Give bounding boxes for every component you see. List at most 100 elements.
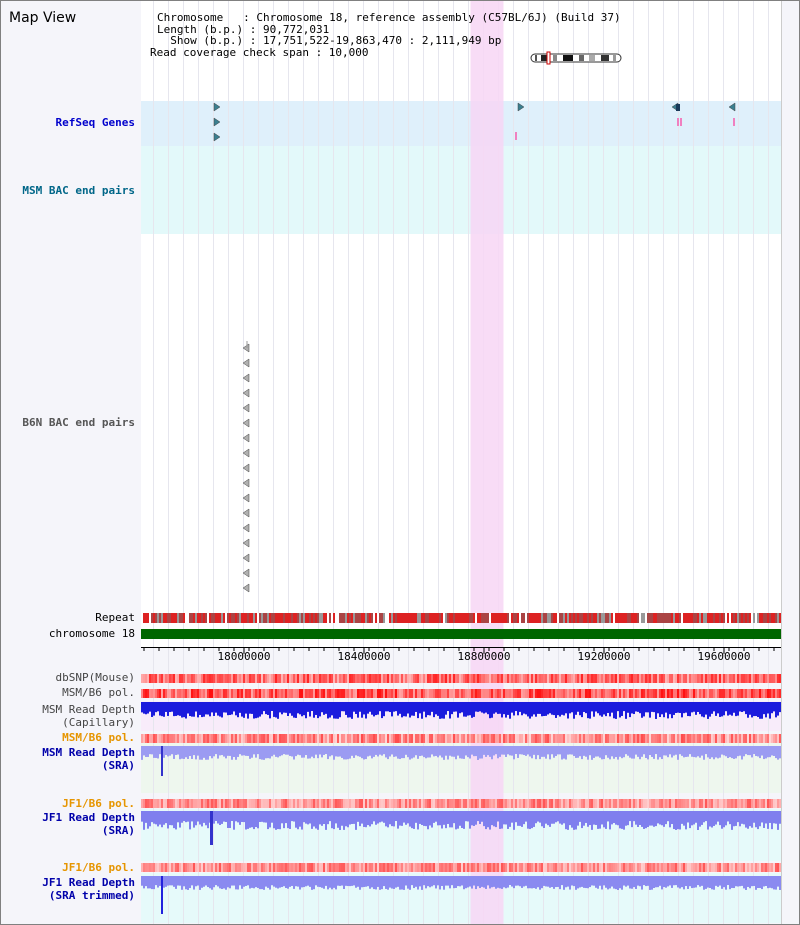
heat-cell [547, 734, 549, 743]
depth-bar [417, 746, 419, 759]
repeat-block [491, 613, 493, 623]
heat-cell [345, 734, 347, 743]
repeat-block [449, 613, 451, 623]
heat-cell [691, 734, 693, 743]
repeat-block [287, 613, 289, 623]
depth-bar [491, 876, 493, 888]
depth-bar [627, 811, 629, 826]
track-label-msm-depth-capillary[interactable]: MSM Read Depth [42, 703, 135, 716]
repeat-block [227, 613, 229, 623]
depth-bar [671, 811, 673, 825]
heat-cell [753, 689, 755, 698]
heat-cell [187, 674, 189, 683]
depth-bar [345, 746, 347, 760]
heat-cell [499, 674, 501, 683]
heat-cell [443, 799, 445, 808]
track-label-msm-b6-pol[interactable]: MSM/B6 pol. [62, 686, 135, 699]
heat-cell [329, 863, 331, 872]
heat-cell [283, 734, 285, 743]
track-label-b6n-bac[interactable]: B6N BAC end pairs [22, 416, 135, 429]
heat-cell [469, 689, 471, 698]
depth-bar [465, 811, 467, 822]
heat-cell [729, 799, 731, 808]
heat-cell [223, 689, 225, 698]
heat-cell [423, 674, 425, 683]
depth-bar [745, 746, 747, 755]
depth-bar [541, 811, 543, 827]
depth-bar [445, 702, 447, 715]
depth-bar [447, 876, 449, 886]
depth-bar [141, 746, 143, 760]
depth-bar [531, 876, 533, 889]
depth-bar [543, 811, 545, 828]
heat-cell [241, 734, 243, 743]
repeat-block [467, 613, 469, 623]
depth-bar [705, 811, 707, 822]
repeat-block [459, 613, 461, 623]
depth-bar [301, 746, 303, 758]
heat-cell [193, 799, 195, 808]
track-label-jf1-depth[interactable]: JF1 Read Depth [42, 811, 135, 824]
heat-cell [179, 674, 181, 683]
heat-cell [649, 863, 651, 872]
depth-bar [589, 746, 591, 756]
heat-cell [549, 689, 551, 698]
heat-cell [721, 674, 723, 683]
heat-cell [709, 734, 711, 743]
heat-cell [509, 734, 511, 743]
heat-cell [327, 674, 329, 683]
heat-cell [173, 799, 175, 808]
depth-bar [727, 702, 729, 716]
depth-bar [479, 876, 481, 889]
track-label-jf1-pol-2[interactable]: JF1/B6 pol. [62, 861, 135, 874]
heat-cell [423, 734, 425, 743]
heat-cell [283, 799, 285, 808]
repeat-block [661, 613, 663, 623]
repeat-block [367, 613, 369, 623]
depth-bar [565, 811, 567, 830]
heat-cell [603, 734, 605, 743]
track-label-jf1-depth-trimmed[interactable]: JF1 Read Depth [42, 876, 135, 889]
heat-cell [381, 863, 383, 872]
depth-bar [335, 811, 337, 824]
repeat-block [693, 613, 695, 623]
repeat-block [443, 613, 445, 623]
clone-end-arrow-icon [242, 523, 250, 533]
heat-cell [273, 674, 275, 683]
heat-cell [463, 863, 465, 872]
heat-cell [195, 734, 197, 743]
depth-bar [707, 876, 709, 888]
track-label-msm-bac[interactable]: MSM BAC end pairs [22, 184, 135, 197]
heat-cell [147, 799, 149, 808]
depth-bar [217, 876, 219, 887]
heat-cell [277, 734, 279, 743]
heat-cell [489, 689, 491, 698]
heat-cell [415, 863, 417, 872]
repeat-block [257, 613, 259, 623]
depth-bar [633, 746, 635, 759]
heat-cell [601, 799, 603, 808]
repeat-block [169, 613, 171, 623]
depth-bar [621, 811, 623, 829]
repeat-block [637, 613, 639, 623]
repeat-block [639, 613, 641, 623]
depth-bar [649, 702, 651, 718]
heat-cell [693, 863, 695, 872]
heat-cell [697, 799, 699, 808]
heat-cell [695, 689, 697, 698]
repeat-block [553, 613, 555, 623]
heat-cell [659, 674, 661, 683]
track-label-msm-depth-sra[interactable]: MSM Read Depth [42, 746, 135, 759]
track-label-dbsnp[interactable]: dbSNP(Mouse) [55, 671, 135, 684]
depth-bar [389, 702, 391, 713]
track-label-msm-b6-pol-2[interactable]: MSM/B6 pol. [62, 731, 135, 744]
heat-cell [495, 734, 497, 743]
track-label-jf1-pol[interactable]: JF1/B6 pol. [62, 797, 135, 810]
heat-cell [641, 674, 643, 683]
track-label-refseq[interactable]: RefSeq Genes [55, 116, 135, 129]
heat-cell [307, 674, 309, 683]
depth-bar [655, 876, 657, 888]
repeat-block [461, 613, 463, 623]
depth-bar [289, 702, 291, 714]
